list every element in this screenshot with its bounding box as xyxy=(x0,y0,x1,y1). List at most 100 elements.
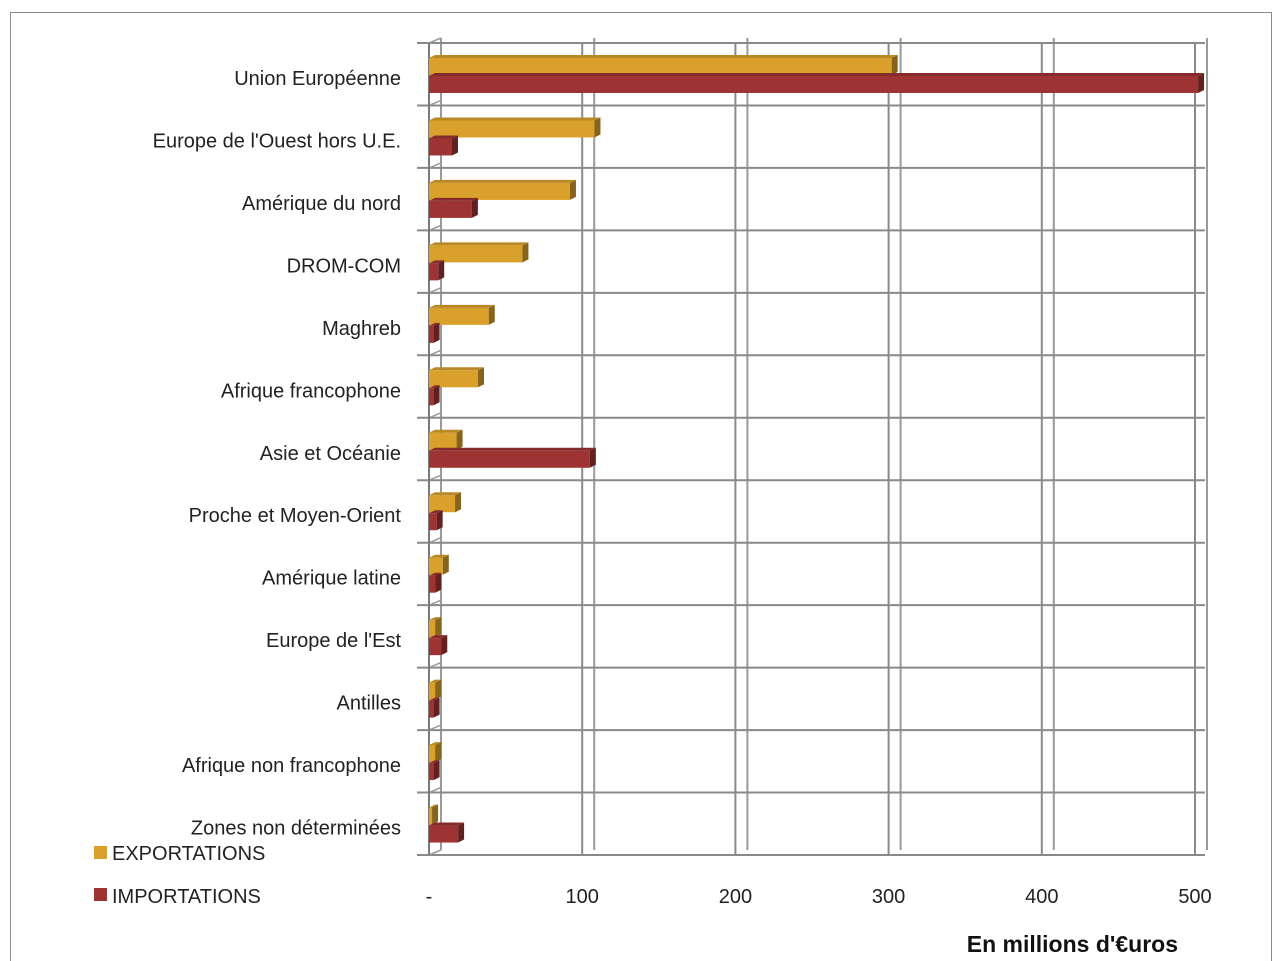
bar-importations xyxy=(429,138,452,156)
bar-side xyxy=(471,197,478,218)
bar-top xyxy=(429,554,449,558)
category-label: Amérique du nord xyxy=(242,193,401,215)
category-label: Europe de l'Ouest hors U.E. xyxy=(153,130,401,152)
legend-swatch-exportations xyxy=(94,846,107,859)
bar-importations xyxy=(429,200,472,218)
bar-top xyxy=(429,804,439,808)
bar-top xyxy=(429,322,440,326)
bar-exportations xyxy=(429,495,456,513)
bar-top xyxy=(429,367,485,371)
bar-side xyxy=(891,55,898,75)
bar-side xyxy=(478,367,485,388)
grid-line-depth xyxy=(428,349,442,356)
bar-importations xyxy=(429,388,434,406)
bar-side xyxy=(589,447,596,468)
bar-side xyxy=(435,742,442,763)
grid-line-depth xyxy=(428,99,442,107)
bar-exportations xyxy=(429,620,436,638)
bar-side xyxy=(569,179,576,200)
grid-line-depth xyxy=(428,599,442,606)
bar-side xyxy=(458,822,465,843)
x-axis-title: En millions d'€uros xyxy=(967,931,1178,957)
bar-side xyxy=(488,304,495,325)
bar-importations xyxy=(429,513,437,531)
x-tick-label: 300 xyxy=(872,886,905,908)
bar-top xyxy=(429,260,445,264)
category-label: Proche et Moyen-Orient xyxy=(189,505,402,527)
bar-importations xyxy=(429,575,436,593)
bar-top xyxy=(429,117,601,121)
bar-top xyxy=(429,179,576,183)
bar-exportations xyxy=(429,370,479,388)
bar-side xyxy=(451,135,458,156)
bar-side xyxy=(435,617,442,638)
x-tick-label: 400 xyxy=(1025,886,1058,908)
bar-side xyxy=(435,572,442,593)
x-tick-label: - xyxy=(426,886,433,908)
category-label: Afrique francophone xyxy=(221,380,401,402)
bar-top xyxy=(429,135,458,139)
bar-top xyxy=(429,635,448,639)
bar-top xyxy=(429,304,495,308)
bar-exportations xyxy=(429,182,570,200)
legend-label-exportations: EXPORTATIONS xyxy=(112,843,265,865)
category-label: Zones non déterminées xyxy=(191,818,401,840)
bar-side xyxy=(438,260,445,281)
bar-top xyxy=(429,55,898,58)
legend: EXPORTATIONS IMPORTATIONS xyxy=(94,843,265,908)
bar-side xyxy=(436,510,443,531)
bar-top xyxy=(429,447,596,451)
bar-exportations xyxy=(429,307,489,325)
bar-exportations xyxy=(429,807,433,825)
bar-side xyxy=(432,804,439,825)
x-tick-label: 500 xyxy=(1178,886,1211,908)
grid-line-depth xyxy=(428,849,442,856)
bar-importations xyxy=(429,325,434,343)
bar-top xyxy=(429,679,442,683)
bar-exportations xyxy=(429,432,457,450)
grid-line-depth xyxy=(428,37,442,44)
bar-side xyxy=(1198,73,1205,93)
bar-top xyxy=(429,242,529,246)
bar-top xyxy=(429,760,440,764)
bar-top xyxy=(429,429,463,433)
category-labels: Union Européenne Europe de l'Ouest hors U… xyxy=(153,68,402,840)
bar-side xyxy=(433,322,440,343)
bar-side xyxy=(433,697,440,718)
category-label: Asie et Océanie xyxy=(260,443,401,465)
grid-line-depth xyxy=(428,786,442,794)
bar-top xyxy=(429,492,462,496)
bar-side xyxy=(435,679,442,700)
bar-importations xyxy=(429,638,442,656)
bar-top xyxy=(429,197,478,201)
category-label: DROM-COM xyxy=(287,255,401,277)
category-label: Europe de l'Est xyxy=(266,630,401,652)
bar-top xyxy=(429,73,1205,76)
bars xyxy=(429,55,1205,843)
bar-top xyxy=(429,822,465,826)
grid xyxy=(417,37,1208,856)
category-label: Amérique latine xyxy=(262,568,401,590)
bar-side xyxy=(522,242,529,263)
bar-top xyxy=(429,742,442,746)
bar-top xyxy=(429,617,442,621)
grid-line-depth xyxy=(428,724,442,731)
bar-importations xyxy=(429,450,590,468)
bar-importations xyxy=(429,825,459,843)
bar-importations xyxy=(429,76,1199,93)
grid-line-depth xyxy=(428,162,442,169)
grid-line-depth xyxy=(428,412,442,419)
bar-side xyxy=(442,554,449,575)
grid-line-depth xyxy=(428,287,442,294)
category-label: Maghreb xyxy=(322,318,401,340)
bar-side xyxy=(594,117,601,138)
bar-side xyxy=(433,760,440,781)
bar-exportations xyxy=(429,557,443,575)
bar-top xyxy=(429,510,443,514)
x-tick-label: 200 xyxy=(719,886,752,908)
bar-side xyxy=(441,635,448,656)
bar-top xyxy=(429,697,440,701)
legend-label-importations: IMPORTATIONS xyxy=(112,886,261,908)
grid-line-depth xyxy=(428,474,442,481)
